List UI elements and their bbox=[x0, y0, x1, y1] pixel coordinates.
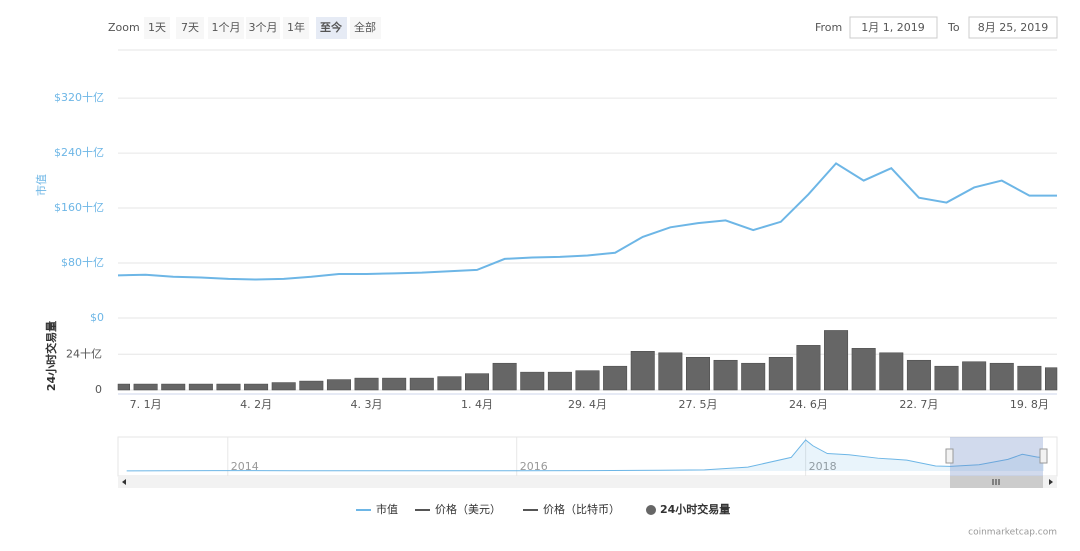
navigator-tick-label: 2016 bbox=[520, 460, 548, 473]
volume-bar bbox=[409, 377, 434, 391]
volume-bar bbox=[962, 361, 987, 391]
from-input[interactable] bbox=[849, 16, 938, 39]
x-tick-label: 27. 5月 bbox=[678, 398, 717, 411]
volume-bar bbox=[244, 383, 269, 391]
volume-bar bbox=[1017, 365, 1042, 391]
y-axis-title: 市值 bbox=[34, 174, 48, 196]
navigator-handle[interactable] bbox=[945, 448, 954, 464]
zoom-button-bg[interactable] bbox=[144, 17, 170, 39]
x-tick-label: 29. 4月 bbox=[568, 398, 607, 411]
x-tick-label: 4. 2月 bbox=[240, 398, 272, 411]
scrollbar-track[interactable] bbox=[118, 476, 1057, 488]
x-tick-label: 1. 4月 bbox=[461, 398, 493, 411]
from-value[interactable]: 1月 1, 2019 bbox=[861, 21, 924, 34]
y2-tick-label: 0 bbox=[95, 383, 102, 396]
navigator-area bbox=[126, 439, 1044, 471]
volume-bar bbox=[188, 383, 213, 391]
market-cap-line bbox=[117, 162, 1057, 281]
navigator-layer: 2014 2016 2018 bbox=[126, 437, 1045, 476]
y-tick-label: $240十亿 bbox=[54, 145, 104, 159]
volume-bar bbox=[989, 362, 1014, 391]
volume-bar bbox=[824, 330, 849, 391]
to-input[interactable] bbox=[968, 16, 1058, 39]
volume-bar bbox=[685, 356, 710, 391]
volume-bar bbox=[630, 351, 655, 391]
volume-bar bbox=[547, 371, 572, 391]
volume-bar bbox=[796, 345, 821, 391]
legend-label[interactable]: 市值 bbox=[376, 502, 398, 516]
navigator-selection[interactable] bbox=[950, 437, 1043, 476]
volume-bar bbox=[879, 352, 904, 391]
volume-bar bbox=[658, 352, 683, 391]
zoom-button[interactable]: 7天 bbox=[181, 21, 199, 34]
volume-bar bbox=[906, 359, 931, 391]
zoom-button[interactable]: 1年 bbox=[287, 20, 305, 34]
volume-bar bbox=[299, 380, 324, 391]
x-tick-label: 22. 7月 bbox=[899, 398, 938, 411]
legend-symbol[interactable] bbox=[646, 505, 656, 515]
zoom-button[interactable]: 全部 bbox=[354, 20, 376, 34]
volume-bar bbox=[465, 373, 490, 391]
zoom-button-bg[interactable] bbox=[246, 17, 280, 39]
x-tick-label: 19. 8月 bbox=[1010, 398, 1049, 411]
y2-axis-title: 24小时交易量 bbox=[44, 321, 58, 391]
volume-bar bbox=[117, 383, 130, 391]
x-tick-label: 4. 3月 bbox=[351, 398, 383, 411]
x-tick-label: 7. 1月 bbox=[130, 398, 162, 411]
zoom-button-bg[interactable] bbox=[208, 17, 244, 39]
zoom-button[interactable]: 1天 bbox=[148, 21, 166, 34]
to-label: To bbox=[947, 21, 960, 34]
navigator-handle[interactable] bbox=[1039, 448, 1048, 464]
volume-bar bbox=[354, 377, 379, 391]
navigator-tick-label: 2014 bbox=[231, 460, 259, 473]
zoom-buttons: 1天 7天 1个月 3个月 1年 至今 全部 bbox=[144, 17, 381, 39]
volume-bar bbox=[851, 348, 876, 391]
zoom-button[interactable]: 至今 bbox=[320, 20, 343, 34]
from-label: From bbox=[815, 21, 842, 34]
zoom-button[interactable]: 3个月 bbox=[249, 21, 278, 34]
legend-label[interactable]: 价格（美元） bbox=[435, 502, 501, 516]
zoom-label: Zoom bbox=[108, 21, 140, 34]
y2-tick-label: 24十亿 bbox=[66, 346, 102, 360]
volume-bar bbox=[382, 377, 407, 391]
navigator-line bbox=[126, 439, 1045, 472]
legend-label[interactable]: 24小时交易量 bbox=[660, 502, 730, 516]
y-tick-label: $320十亿 bbox=[54, 90, 104, 104]
legend-label[interactable]: 价格（比特币） bbox=[543, 502, 620, 516]
navigator bbox=[117, 436, 1058, 477]
scrollbar-grip bbox=[992, 479, 1000, 485]
volume-bar bbox=[934, 365, 959, 391]
zoom-button[interactable]: 1个月 bbox=[212, 21, 241, 34]
volume-bar bbox=[741, 362, 766, 391]
zoom-button-bg[interactable] bbox=[283, 17, 309, 39]
credits[interactable]: coinmarketcap.com bbox=[968, 528, 1057, 538]
y-tick-label: $160十亿 bbox=[54, 200, 104, 214]
volume-bar bbox=[216, 383, 241, 391]
y-tick-label: $80十亿 bbox=[61, 255, 104, 269]
zoom-button-bg[interactable] bbox=[350, 17, 381, 39]
volume-bar bbox=[492, 362, 517, 391]
volume-bar bbox=[575, 370, 600, 391]
volume-bar bbox=[768, 356, 793, 391]
zoom-button-selected-bg[interactable] bbox=[316, 17, 347, 39]
volume-bar bbox=[713, 359, 738, 391]
x-tick-label: 24. 6月 bbox=[789, 398, 828, 411]
volume-bar bbox=[161, 383, 186, 391]
volume-bar bbox=[133, 383, 158, 391]
volume-bar bbox=[520, 371, 545, 391]
volume-bar bbox=[326, 379, 351, 391]
volume-bar bbox=[1045, 367, 1058, 391]
to-value[interactable]: 8月 25, 2019 bbox=[978, 21, 1048, 34]
volume-bar bbox=[437, 376, 462, 391]
navigator-tick-label: 2018 bbox=[809, 460, 837, 473]
y-tick-label: $0 bbox=[90, 311, 104, 324]
volume-bar bbox=[271, 382, 296, 391]
zoom-button-bg[interactable] bbox=[176, 17, 204, 39]
volume-bar bbox=[603, 365, 628, 391]
